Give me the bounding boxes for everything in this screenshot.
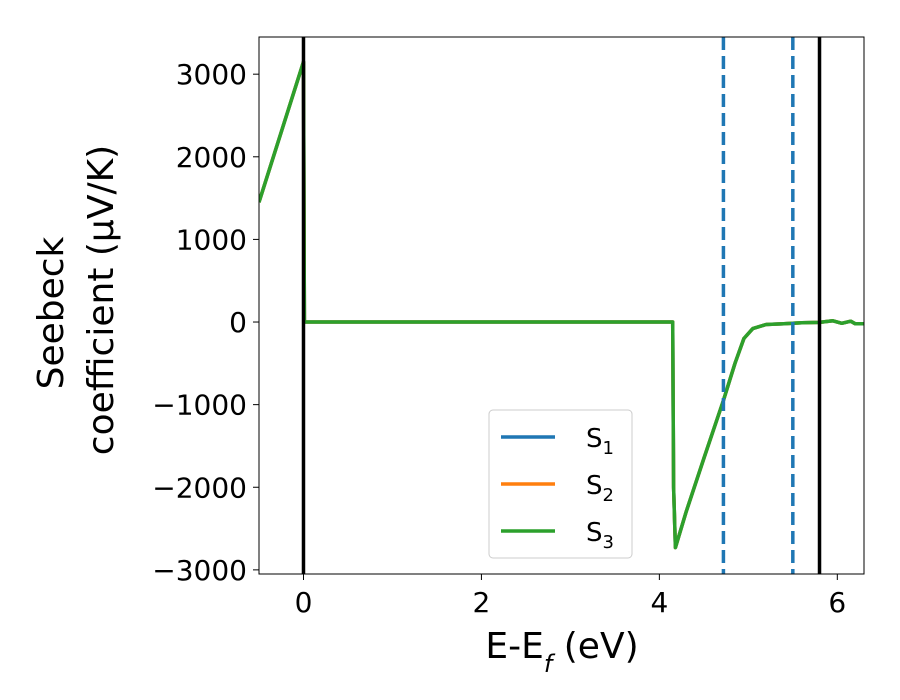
plot-area: 0 2 4 6 −3000 −2000 −1000 0 1000 2000 3000 S1 S2 S3 (152, 36, 865, 619)
legend-box (488, 409, 633, 559)
y-axis-label-line1: Seebeck (31, 236, 72, 389)
legend-label-3: S3 (586, 518, 614, 553)
x-axis-label-main: E-E (485, 626, 543, 667)
x-axis-label-rest: (eV) (552, 626, 638, 667)
y-tick-label: 3000 (176, 58, 247, 91)
y-axis-label: Seebeck coefficient (μV/K) (31, 145, 122, 455)
x-axis-label: E-Ef (eV) (485, 626, 638, 678)
y-tick-label: 0 (229, 306, 247, 339)
y-tick-label: −3000 (152, 554, 247, 587)
axes-frame (258, 36, 865, 575)
legend-label-1: S1 (586, 424, 614, 459)
y-tick-label: −2000 (152, 471, 247, 504)
y-axis-label-line2: coefficient (μV/K) (81, 145, 122, 455)
x-tick-label: 4 (650, 586, 668, 619)
x-tick-label: 6 (828, 586, 846, 619)
y-tick-label: 2000 (176, 141, 247, 174)
plot-data (259, 37, 864, 574)
y-tick-label: −1000 (152, 389, 247, 422)
x-tick-label: 2 (473, 586, 491, 619)
series-line-3 (259, 60, 864, 550)
y-tick-label: 1000 (176, 223, 247, 256)
x-tick-label: 0 (295, 586, 313, 619)
legend-label-2: S2 (586, 471, 614, 506)
